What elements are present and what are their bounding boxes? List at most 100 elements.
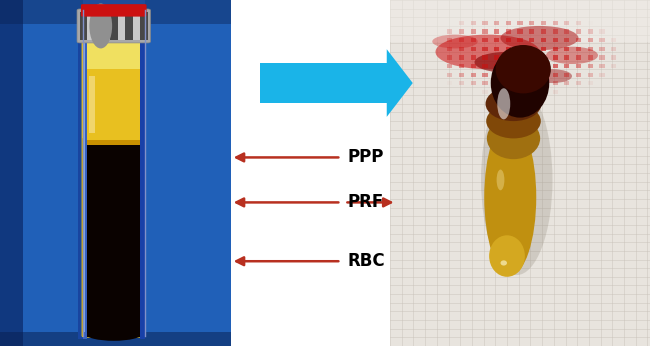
- Bar: [494, 81, 499, 85]
- Bar: [506, 21, 511, 25]
- Bar: [588, 38, 593, 42]
- Bar: [494, 47, 499, 51]
- Bar: [541, 90, 546, 94]
- Bar: [576, 73, 581, 77]
- FancyBboxPatch shape: [86, 69, 142, 140]
- Bar: [564, 21, 569, 25]
- Bar: [140, 10, 144, 339]
- Bar: [529, 90, 534, 94]
- Ellipse shape: [85, 327, 142, 341]
- Bar: [125, 12, 133, 40]
- Bar: [517, 38, 523, 42]
- Bar: [541, 21, 546, 25]
- Bar: [494, 90, 499, 94]
- Bar: [576, 55, 581, 60]
- Bar: [506, 73, 511, 77]
- Bar: [459, 64, 464, 68]
- Bar: [0, 0, 231, 346]
- Bar: [494, 73, 499, 77]
- Bar: [552, 73, 558, 77]
- Bar: [588, 29, 593, 34]
- Bar: [564, 64, 569, 68]
- Bar: [552, 47, 558, 51]
- Polygon shape: [387, 49, 413, 117]
- Bar: [599, 64, 605, 68]
- Bar: [390, 0, 650, 42]
- Bar: [494, 64, 499, 68]
- Bar: [552, 90, 558, 94]
- Bar: [482, 21, 488, 25]
- Bar: [588, 55, 593, 60]
- Bar: [471, 38, 476, 42]
- Bar: [517, 73, 523, 77]
- Ellipse shape: [486, 86, 541, 121]
- Bar: [471, 47, 476, 51]
- Bar: [260, 63, 387, 103]
- Bar: [588, 73, 593, 77]
- Bar: [471, 55, 476, 60]
- Bar: [140, 12, 148, 40]
- Bar: [95, 12, 102, 40]
- Bar: [482, 29, 488, 34]
- Bar: [576, 64, 581, 68]
- Bar: [390, 0, 650, 346]
- Ellipse shape: [481, 85, 552, 275]
- Bar: [471, 29, 476, 34]
- Bar: [506, 47, 511, 51]
- Bar: [588, 81, 593, 85]
- Bar: [576, 38, 581, 42]
- Bar: [83, 0, 144, 21]
- Bar: [482, 47, 488, 51]
- Text: PRF: PRF: [348, 193, 384, 211]
- Ellipse shape: [500, 261, 507, 266]
- Bar: [517, 90, 523, 94]
- Ellipse shape: [90, 3, 112, 48]
- Bar: [552, 64, 558, 68]
- Ellipse shape: [491, 48, 549, 118]
- Bar: [517, 55, 523, 60]
- Ellipse shape: [474, 52, 540, 73]
- Bar: [564, 29, 569, 34]
- Bar: [482, 90, 488, 94]
- Bar: [459, 38, 464, 42]
- Bar: [447, 64, 452, 68]
- Bar: [541, 81, 546, 85]
- Bar: [231, 0, 390, 346]
- Bar: [541, 29, 546, 34]
- Ellipse shape: [500, 26, 578, 50]
- Ellipse shape: [489, 235, 525, 277]
- Bar: [576, 47, 581, 51]
- Ellipse shape: [487, 118, 540, 159]
- Bar: [482, 81, 488, 85]
- Bar: [611, 47, 616, 51]
- FancyBboxPatch shape: [81, 4, 147, 17]
- Bar: [517, 64, 523, 68]
- Bar: [471, 81, 476, 85]
- Bar: [494, 21, 499, 25]
- Ellipse shape: [436, 35, 540, 69]
- Bar: [599, 47, 605, 51]
- Bar: [447, 73, 452, 77]
- Bar: [564, 81, 569, 85]
- Bar: [90, 76, 95, 133]
- Ellipse shape: [497, 88, 510, 119]
- Bar: [506, 81, 511, 85]
- Bar: [506, 55, 511, 60]
- Bar: [447, 81, 452, 85]
- Bar: [564, 55, 569, 60]
- Bar: [541, 55, 546, 60]
- Bar: [576, 21, 581, 25]
- Bar: [599, 55, 605, 60]
- Bar: [87, 12, 95, 40]
- Bar: [588, 64, 593, 68]
- Bar: [517, 47, 523, 51]
- Bar: [494, 55, 499, 60]
- Bar: [599, 38, 605, 42]
- Ellipse shape: [486, 104, 541, 138]
- Bar: [564, 38, 569, 42]
- Bar: [599, 73, 605, 77]
- Bar: [529, 73, 534, 77]
- Bar: [459, 55, 464, 60]
- Ellipse shape: [495, 45, 551, 93]
- Text: PPP: PPP: [348, 148, 384, 166]
